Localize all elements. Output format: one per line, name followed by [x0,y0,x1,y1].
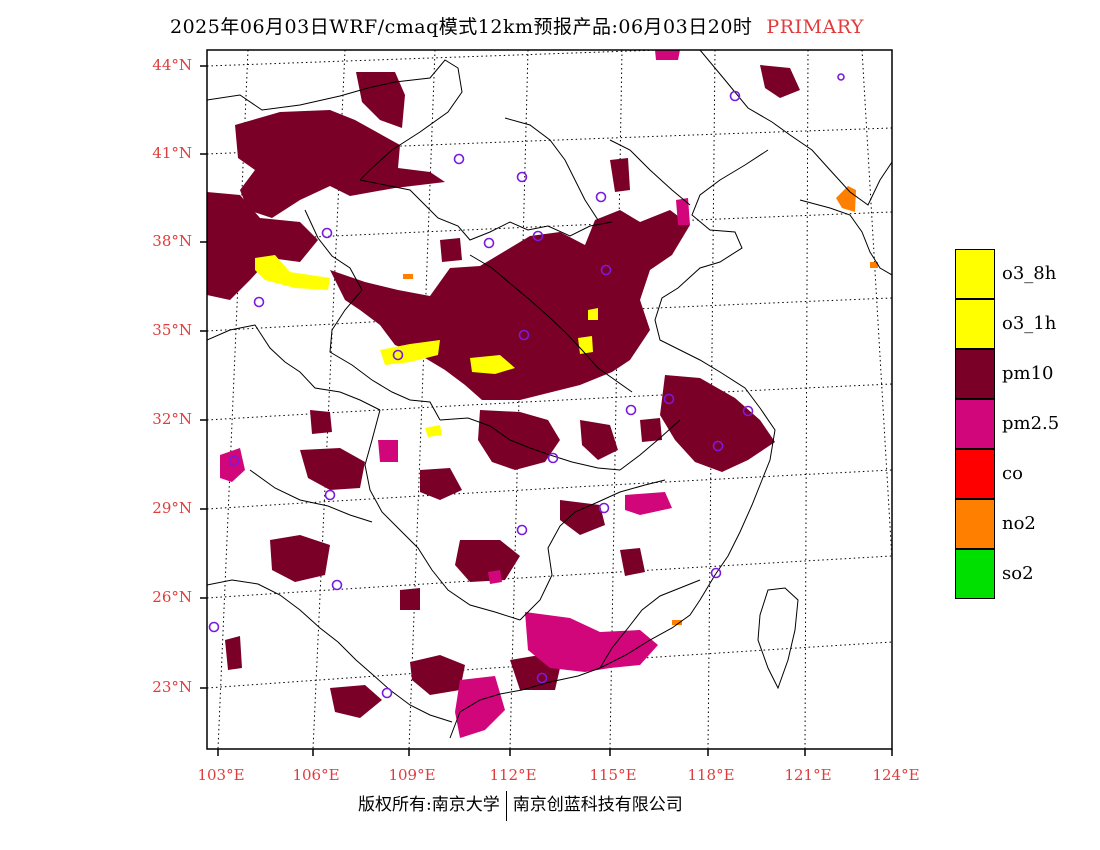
tick-marks [200,65,893,756]
lat-label-26: 26°N [152,588,192,606]
boundaries [207,50,892,739]
legend-label: o3_8h [1002,263,1057,284]
lon-label-118: 118°E [687,766,735,784]
legend-swatch [955,349,995,399]
legend-label: so2 [1002,563,1034,584]
copyright: 版权所有:南京大学 南京创蓝科技有限公司 [358,790,683,821]
o3-areas [255,255,598,437]
legend-swatch [955,399,995,449]
lat-label-23: 23°N [152,678,192,696]
legend-swatch [955,299,995,349]
legend-label: no2 [1002,513,1036,534]
legend-swatch [955,449,995,499]
lon-label-115: 115°E [589,766,637,784]
pm10-areas [207,65,800,718]
footer-divider [505,790,507,821]
legend-swatch [955,549,995,599]
primary-tag: PRIMARY [766,16,864,38]
legend-label: o3_1h [1002,313,1057,334]
lat-label-32: 32°N [152,410,192,428]
lat-label-29: 29°N [152,499,192,517]
legend-label: pm10 [1002,363,1054,384]
legend-swatch [955,249,995,299]
lat-label-38: 38°N [152,232,192,250]
lon-label-121: 121°E [784,766,832,784]
map-frame [206,49,893,750]
lon-label-106: 106°E [292,766,340,784]
lon-label-103: 103°E [197,766,245,784]
title-text: 2025年06月03日WRF/cmaq模式12km预报产品:06月03日20时 [170,16,753,38]
legend-label: pm2.5 [1002,413,1060,434]
copyright-right: 南京创蓝科技有限公司 [512,795,683,815]
station-markers [208,73,845,699]
map-title: 2025年06月03日WRF/cmaq模式12km预报产品:06月03日20时 P… [170,12,864,39]
lat-label-44: 44°N [152,56,192,74]
pm25-areas [220,50,690,738]
copyright-left: 版权所有:南京大学 [358,795,500,815]
lon-label-112: 112°E [489,766,537,784]
legend-label: co [1002,463,1023,484]
lon-label-109: 109°E [388,766,436,784]
lat-label-35: 35°N [152,321,192,339]
legend-swatch [955,499,995,549]
lon-label-124: 124°E [872,766,920,784]
lat-label-41: 41°N [152,144,192,162]
